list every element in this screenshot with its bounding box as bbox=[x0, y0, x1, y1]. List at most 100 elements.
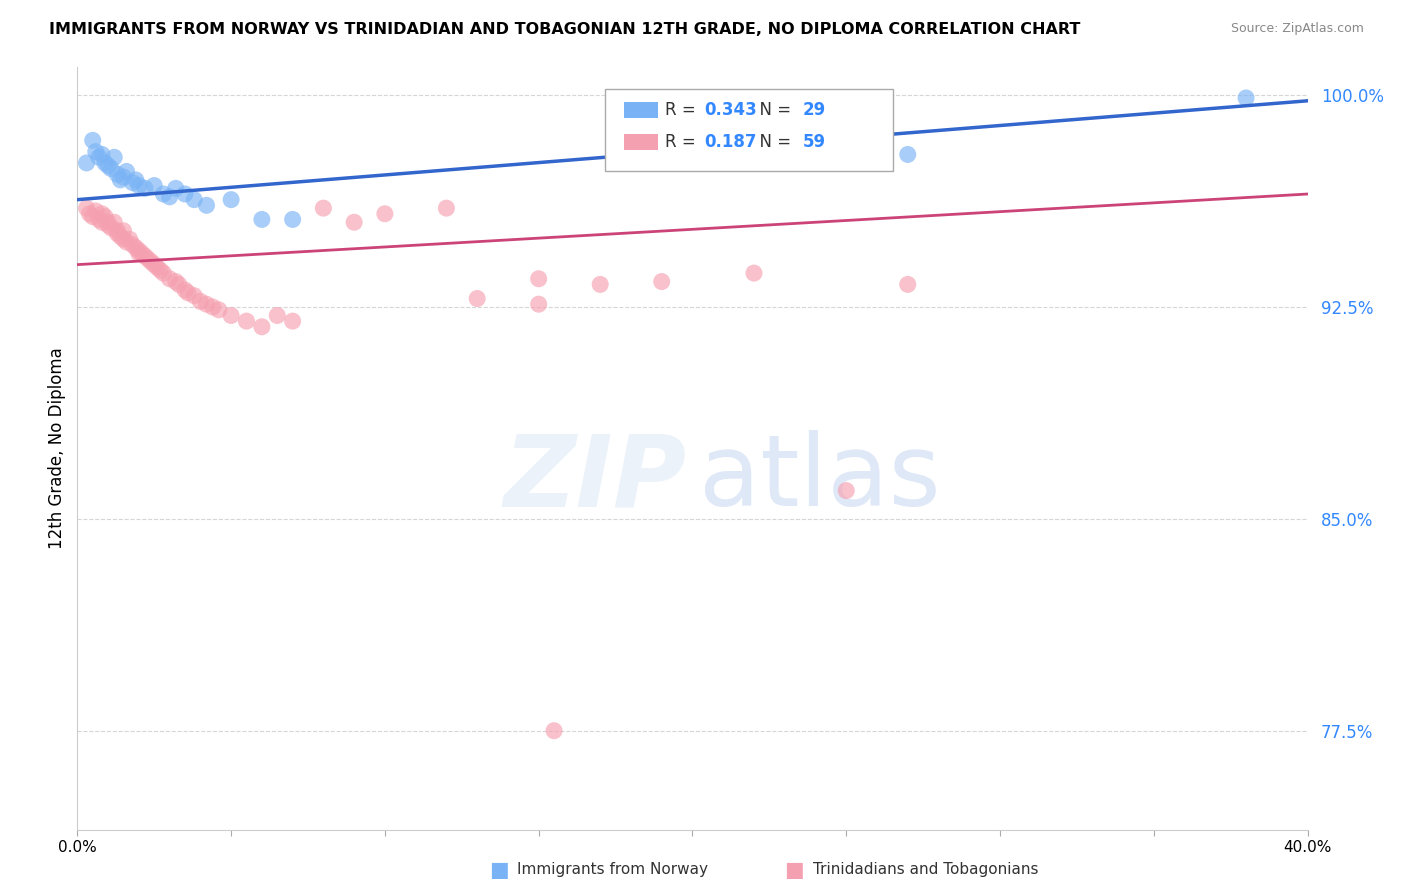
Point bbox=[115, 235, 138, 249]
Point bbox=[84, 145, 107, 159]
Text: 59: 59 bbox=[803, 133, 825, 151]
Text: ■: ■ bbox=[785, 860, 804, 880]
Point bbox=[165, 181, 187, 195]
Point bbox=[188, 294, 212, 309]
Point bbox=[149, 263, 172, 277]
Point bbox=[87, 150, 110, 164]
Point bbox=[312, 201, 335, 215]
Point bbox=[143, 178, 166, 193]
Point bbox=[131, 246, 153, 260]
Y-axis label: 12th Grade, No Diploma: 12th Grade, No Diploma bbox=[48, 347, 66, 549]
Point bbox=[436, 201, 458, 215]
Point bbox=[112, 224, 135, 238]
Point bbox=[112, 170, 135, 185]
Point bbox=[84, 204, 107, 219]
Point bbox=[136, 252, 159, 266]
Point bbox=[105, 224, 128, 238]
Text: N =: N = bbox=[749, 101, 797, 119]
Text: 0.343: 0.343 bbox=[704, 101, 758, 119]
Point bbox=[125, 173, 148, 187]
Point bbox=[121, 238, 143, 252]
Point bbox=[79, 207, 101, 221]
Point bbox=[103, 150, 125, 164]
Point bbox=[90, 207, 114, 221]
Point bbox=[141, 255, 163, 269]
Point bbox=[165, 275, 187, 289]
Point bbox=[97, 215, 120, 229]
Text: ZIP: ZIP bbox=[503, 430, 686, 527]
Point bbox=[159, 271, 181, 285]
Text: Source: ZipAtlas.com: Source: ZipAtlas.com bbox=[1230, 22, 1364, 36]
Point bbox=[121, 176, 143, 190]
Point bbox=[235, 314, 257, 328]
Text: atlas: atlas bbox=[699, 430, 941, 527]
Point bbox=[125, 241, 148, 255]
Point bbox=[100, 221, 122, 235]
Point bbox=[281, 314, 304, 328]
Point bbox=[195, 297, 218, 311]
Text: Immigrants from Norway: Immigrants from Norway bbox=[517, 863, 709, 877]
Point bbox=[651, 275, 673, 289]
Point bbox=[219, 309, 242, 323]
Point bbox=[465, 292, 488, 306]
Point bbox=[118, 232, 141, 246]
Point bbox=[112, 232, 135, 246]
Point bbox=[115, 164, 138, 178]
Point bbox=[100, 161, 122, 176]
Point bbox=[103, 215, 125, 229]
Point bbox=[76, 156, 98, 170]
Point bbox=[183, 193, 205, 207]
Point bbox=[134, 181, 156, 195]
Point bbox=[897, 277, 920, 292]
Point bbox=[97, 159, 120, 173]
Point bbox=[87, 212, 110, 227]
Point bbox=[105, 167, 128, 181]
Point bbox=[76, 201, 98, 215]
Point bbox=[152, 187, 174, 202]
Point bbox=[134, 249, 156, 263]
Point bbox=[174, 283, 197, 297]
Point bbox=[343, 215, 366, 229]
Point bbox=[201, 300, 224, 314]
Point bbox=[742, 266, 765, 280]
Point bbox=[1234, 91, 1257, 105]
Point bbox=[82, 210, 104, 224]
Text: Trinidadians and Tobagonians: Trinidadians and Tobagonians bbox=[813, 863, 1038, 877]
Point bbox=[94, 156, 117, 170]
Point bbox=[90, 147, 114, 161]
Point bbox=[543, 723, 565, 738]
Point bbox=[835, 483, 858, 498]
Text: R =: R = bbox=[665, 101, 702, 119]
Point bbox=[94, 210, 117, 224]
Point bbox=[128, 178, 150, 193]
Point bbox=[97, 218, 120, 232]
Point bbox=[105, 227, 128, 241]
Point bbox=[128, 244, 150, 258]
Point bbox=[250, 212, 273, 227]
Point bbox=[195, 198, 218, 212]
Point bbox=[174, 187, 197, 202]
Point bbox=[128, 246, 150, 260]
Point bbox=[110, 229, 132, 244]
Point bbox=[219, 193, 242, 207]
Point bbox=[167, 277, 190, 292]
Point bbox=[82, 133, 104, 147]
Point bbox=[110, 173, 132, 187]
Point bbox=[589, 277, 612, 292]
Point bbox=[177, 285, 200, 300]
Point bbox=[183, 289, 205, 303]
Point bbox=[152, 266, 174, 280]
Point bbox=[146, 260, 169, 275]
Text: R =: R = bbox=[665, 133, 702, 151]
Point bbox=[266, 309, 288, 323]
Point bbox=[159, 190, 181, 204]
Point bbox=[527, 271, 550, 285]
Point bbox=[527, 297, 550, 311]
Point bbox=[250, 319, 273, 334]
Point bbox=[143, 258, 166, 272]
Text: 29: 29 bbox=[803, 101, 827, 119]
Point bbox=[374, 207, 396, 221]
Point bbox=[208, 302, 231, 317]
Text: N =: N = bbox=[749, 133, 797, 151]
Point bbox=[281, 212, 304, 227]
